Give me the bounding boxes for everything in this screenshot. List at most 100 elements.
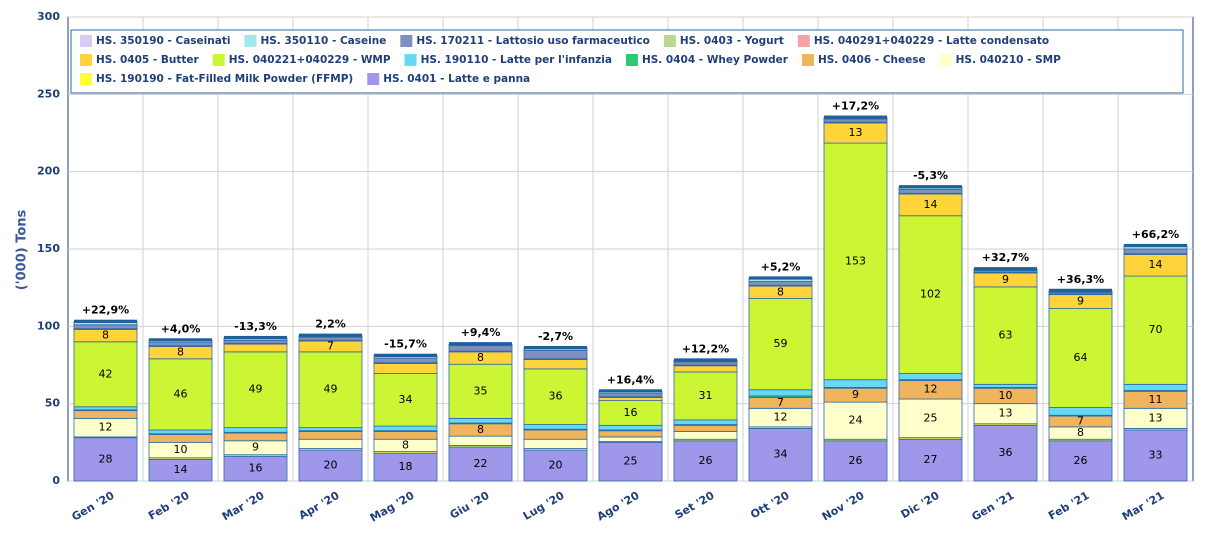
legend-label: HS. 190110 - Latte per l'infanzia xyxy=(421,54,612,66)
x-tick-label: Gen '20 xyxy=(69,489,116,524)
bar-cap xyxy=(524,346,587,349)
data-label: 42 xyxy=(99,367,113,380)
bar-segment xyxy=(224,433,287,441)
bar-cap xyxy=(899,185,962,188)
x-tick-label: Dic '20 xyxy=(899,489,942,521)
data-label: 49 xyxy=(249,383,263,396)
legend-label: HS. 0405 - Butter xyxy=(96,54,200,66)
data-label: 9 xyxy=(852,388,859,401)
bar-cap xyxy=(974,267,1037,270)
bar-segment xyxy=(524,425,587,430)
legend-label: HS. 040291+040229 - Latte condensato xyxy=(814,35,1049,47)
bar-segment xyxy=(899,374,962,380)
data-label: 26 xyxy=(699,454,713,467)
data-label: 8 xyxy=(1077,426,1084,439)
legend-swatch xyxy=(664,35,676,47)
bar-cap xyxy=(1124,244,1187,247)
data-label: 14 xyxy=(924,198,938,211)
bar-segment xyxy=(374,363,437,373)
data-label: 63 xyxy=(999,329,1013,342)
bar-segment xyxy=(449,436,512,445)
data-label: 8 xyxy=(477,351,484,364)
data-label: 36 xyxy=(999,446,1013,459)
legend-swatch xyxy=(940,54,952,66)
bar-cap xyxy=(149,338,212,341)
bar-segment xyxy=(374,432,437,440)
data-label: 26 xyxy=(849,454,863,467)
legend-label: HS. 170211 - Lattosio uso farmaceutico xyxy=(416,35,650,47)
bar-segment xyxy=(74,407,137,410)
x-tick-label: Mag '20 xyxy=(368,489,417,525)
data-label: 9 xyxy=(252,441,259,454)
annotation: +5,2% xyxy=(761,260,801,273)
annotation: -15,7% xyxy=(384,338,427,351)
bar-segment xyxy=(899,189,962,193)
data-label: 9 xyxy=(1077,295,1084,308)
data-label: 8 xyxy=(777,285,784,298)
data-label: 16 xyxy=(624,406,638,419)
bar-segment xyxy=(299,337,362,340)
data-label: 12 xyxy=(774,411,788,424)
data-label: 8 xyxy=(477,423,484,436)
x-tick-label: Feb '21 xyxy=(1046,489,1091,523)
annotation: -5,3% xyxy=(913,169,948,182)
legend-swatch xyxy=(626,54,638,66)
bar-segment xyxy=(149,435,212,443)
data-label: 24 xyxy=(849,414,863,427)
annotation: -2,7% xyxy=(538,330,573,343)
annotation: +17,2% xyxy=(832,100,879,113)
legend-swatch xyxy=(244,35,256,47)
data-label: 14 xyxy=(1149,258,1163,271)
data-label: 13 xyxy=(1149,411,1163,424)
data-label: 12 xyxy=(99,421,113,434)
annotation: 2,2% xyxy=(315,318,346,331)
x-tick-label: Ott '20 xyxy=(748,489,791,522)
annotation: +16,4% xyxy=(607,373,654,386)
bar-segment xyxy=(674,366,737,372)
annotation: -13,3% xyxy=(234,320,277,333)
y-tick-label: 300 xyxy=(37,10,60,23)
legend-label: HS. 350190 - Caseinati xyxy=(96,35,230,47)
bar-segment xyxy=(299,439,362,448)
bar-segment xyxy=(599,425,662,430)
data-label: 22 xyxy=(474,457,488,470)
data-label: 31 xyxy=(699,389,713,402)
bar-segment xyxy=(149,430,212,434)
annotation: +22,9% xyxy=(82,304,129,317)
x-tick-label: Lug '20 xyxy=(521,489,567,523)
x-tick-label: Gen '21 xyxy=(969,489,1016,524)
data-label: 49 xyxy=(324,383,338,396)
bar-segment xyxy=(599,431,662,437)
data-label: 34 xyxy=(774,448,788,461)
bar-cap xyxy=(299,334,362,337)
x-tick-label: Apr '20 xyxy=(297,489,342,523)
bar-segment xyxy=(449,346,512,351)
bar-segment xyxy=(674,362,737,365)
bar-segment xyxy=(224,340,287,343)
data-label: 28 xyxy=(99,452,113,465)
legend-swatch xyxy=(802,54,814,66)
x-tick-label: Feb '20 xyxy=(146,489,192,523)
data-label: 25 xyxy=(924,411,938,424)
x-tick-label: Mar '21 xyxy=(1120,489,1167,523)
bar-segment xyxy=(674,432,737,440)
legend-swatch xyxy=(400,35,412,47)
data-label: 10 xyxy=(999,389,1013,402)
bar-cap xyxy=(449,342,512,345)
data-label: 20 xyxy=(549,459,563,472)
legend-label: HS. 0406 - Cheese xyxy=(818,54,926,66)
legend-swatch xyxy=(80,54,92,66)
data-label: 16 xyxy=(249,462,263,475)
data-label: 14 xyxy=(174,463,188,476)
data-label: 8 xyxy=(177,346,184,359)
data-label: 33 xyxy=(1149,448,1163,461)
x-tick-label: Set '20 xyxy=(673,489,717,522)
bar-cap xyxy=(599,389,662,392)
x-tick-label: Giu '20 xyxy=(448,489,492,522)
data-label: 18 xyxy=(399,460,413,473)
x-tick-label: Nov '20 xyxy=(820,489,867,524)
y-tick-label: 150 xyxy=(37,242,60,255)
data-label: 13 xyxy=(999,407,1013,420)
